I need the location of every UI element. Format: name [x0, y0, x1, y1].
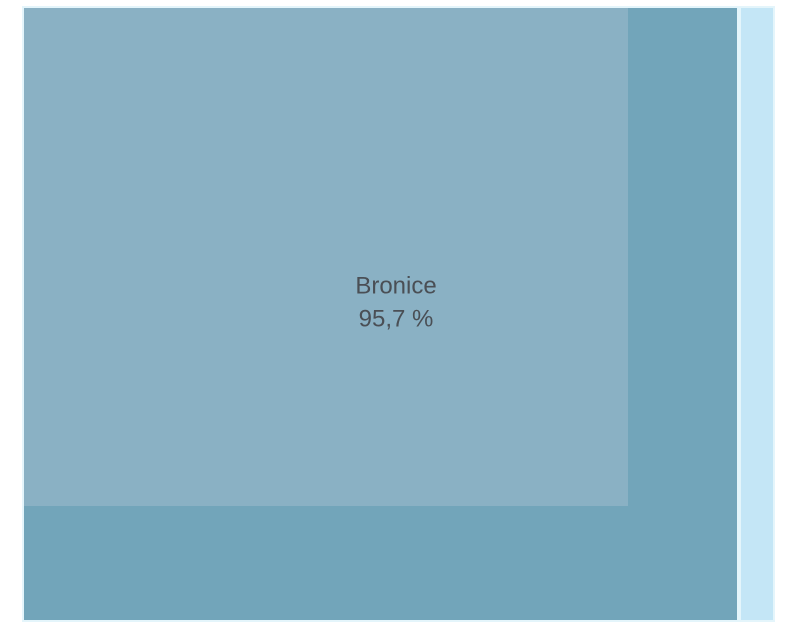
tile — [24, 8, 628, 506]
tiles: Bronice 95,7 % — [24, 8, 628, 506]
tile-label: Bronice — [355, 272, 436, 299]
tile-value: 95,7 % — [359, 305, 434, 332]
side-tile — [741, 8, 773, 620]
